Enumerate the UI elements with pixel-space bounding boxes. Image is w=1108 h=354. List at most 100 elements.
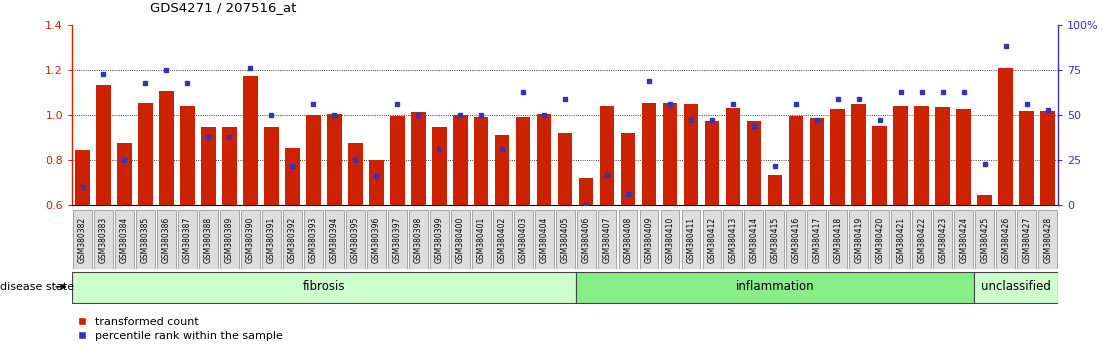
Bar bbox=[1019, 110, 1034, 205]
Text: GSM380419: GSM380419 bbox=[854, 217, 863, 263]
FancyBboxPatch shape bbox=[304, 210, 322, 269]
FancyBboxPatch shape bbox=[575, 272, 974, 303]
FancyBboxPatch shape bbox=[430, 210, 449, 269]
FancyBboxPatch shape bbox=[808, 210, 827, 269]
FancyBboxPatch shape bbox=[954, 210, 973, 269]
Bar bbox=[726, 108, 740, 205]
Text: GSM380417: GSM380417 bbox=[812, 217, 821, 263]
Bar bbox=[243, 75, 258, 205]
Bar bbox=[536, 114, 552, 205]
Text: GSM380409: GSM380409 bbox=[645, 217, 654, 263]
Text: GSM380421: GSM380421 bbox=[896, 217, 905, 263]
Text: GSM380399: GSM380399 bbox=[434, 217, 443, 263]
Text: GSM380416: GSM380416 bbox=[791, 217, 800, 263]
FancyBboxPatch shape bbox=[597, 210, 616, 269]
Text: GSM380383: GSM380383 bbox=[99, 217, 107, 263]
Text: GSM380389: GSM380389 bbox=[225, 217, 234, 263]
Text: GSM380400: GSM380400 bbox=[455, 217, 464, 263]
FancyBboxPatch shape bbox=[555, 210, 575, 269]
Bar bbox=[264, 127, 279, 205]
FancyBboxPatch shape bbox=[493, 210, 512, 269]
Text: GSM380382: GSM380382 bbox=[78, 217, 88, 263]
Text: GSM380415: GSM380415 bbox=[770, 217, 779, 263]
Text: GSM380412: GSM380412 bbox=[707, 217, 717, 263]
Text: GSM380426: GSM380426 bbox=[1002, 217, 1010, 263]
Bar bbox=[768, 175, 782, 205]
FancyBboxPatch shape bbox=[514, 210, 533, 269]
FancyBboxPatch shape bbox=[912, 210, 931, 269]
Bar bbox=[642, 103, 656, 205]
Bar bbox=[285, 148, 299, 205]
FancyBboxPatch shape bbox=[240, 210, 259, 269]
FancyBboxPatch shape bbox=[745, 210, 763, 269]
Text: GSM380402: GSM380402 bbox=[497, 217, 506, 263]
Bar bbox=[201, 127, 216, 205]
Bar bbox=[160, 91, 174, 205]
FancyBboxPatch shape bbox=[871, 210, 890, 269]
Bar bbox=[663, 103, 677, 205]
FancyBboxPatch shape bbox=[199, 210, 218, 269]
Text: GSM380408: GSM380408 bbox=[624, 217, 633, 263]
Bar bbox=[956, 109, 971, 205]
Bar bbox=[810, 119, 824, 205]
Bar bbox=[432, 127, 447, 205]
FancyBboxPatch shape bbox=[367, 210, 386, 269]
Bar bbox=[914, 106, 930, 205]
Text: fibrosis: fibrosis bbox=[302, 280, 345, 293]
Legend: transformed count, percentile rank within the sample: transformed count, percentile rank withi… bbox=[78, 317, 284, 341]
Text: GSM380384: GSM380384 bbox=[120, 217, 129, 263]
Bar bbox=[369, 160, 383, 205]
Text: unclassified: unclassified bbox=[982, 280, 1051, 293]
FancyBboxPatch shape bbox=[996, 210, 1015, 269]
Text: GDS4271 / 207516_at: GDS4271 / 207516_at bbox=[150, 1, 296, 14]
FancyBboxPatch shape bbox=[1017, 210, 1036, 269]
Bar bbox=[789, 115, 803, 205]
FancyBboxPatch shape bbox=[850, 210, 869, 269]
FancyBboxPatch shape bbox=[891, 210, 910, 269]
Text: GSM380422: GSM380422 bbox=[917, 217, 926, 263]
Bar bbox=[872, 126, 888, 205]
Bar bbox=[684, 104, 698, 205]
Text: GSM380395: GSM380395 bbox=[351, 217, 360, 263]
Bar bbox=[893, 106, 909, 205]
Text: GSM380390: GSM380390 bbox=[246, 217, 255, 263]
FancyBboxPatch shape bbox=[94, 210, 113, 269]
FancyBboxPatch shape bbox=[576, 210, 595, 269]
Text: GSM380386: GSM380386 bbox=[162, 217, 171, 263]
FancyBboxPatch shape bbox=[829, 210, 848, 269]
Text: GSM380427: GSM380427 bbox=[1023, 217, 1032, 263]
Text: GSM380387: GSM380387 bbox=[183, 217, 192, 263]
Bar bbox=[75, 150, 90, 205]
FancyBboxPatch shape bbox=[136, 210, 155, 269]
Bar bbox=[747, 121, 761, 205]
Text: GSM380423: GSM380423 bbox=[938, 217, 947, 263]
Text: GSM380406: GSM380406 bbox=[582, 217, 591, 263]
Text: GSM380405: GSM380405 bbox=[561, 217, 570, 263]
FancyBboxPatch shape bbox=[73, 210, 92, 269]
FancyBboxPatch shape bbox=[115, 210, 134, 269]
FancyBboxPatch shape bbox=[702, 210, 721, 269]
FancyBboxPatch shape bbox=[724, 210, 742, 269]
Bar bbox=[557, 133, 573, 205]
Bar bbox=[620, 133, 635, 205]
FancyBboxPatch shape bbox=[283, 210, 301, 269]
Text: GSM380385: GSM380385 bbox=[141, 217, 150, 263]
FancyBboxPatch shape bbox=[388, 210, 407, 269]
Text: GSM380424: GSM380424 bbox=[960, 217, 968, 263]
FancyBboxPatch shape bbox=[261, 210, 280, 269]
Bar bbox=[222, 127, 237, 205]
FancyBboxPatch shape bbox=[72, 272, 575, 303]
Bar bbox=[181, 106, 195, 205]
FancyBboxPatch shape bbox=[346, 210, 365, 269]
Text: GSM380425: GSM380425 bbox=[981, 217, 989, 263]
Text: GSM380403: GSM380403 bbox=[519, 217, 527, 263]
FancyBboxPatch shape bbox=[974, 272, 1058, 303]
Text: GSM380398: GSM380398 bbox=[413, 217, 423, 263]
Text: GSM380401: GSM380401 bbox=[476, 217, 485, 263]
FancyBboxPatch shape bbox=[766, 210, 784, 269]
Text: GSM380414: GSM380414 bbox=[749, 217, 758, 263]
FancyBboxPatch shape bbox=[681, 210, 700, 269]
Bar bbox=[96, 85, 111, 205]
Text: GSM380410: GSM380410 bbox=[666, 217, 675, 263]
Bar bbox=[327, 114, 341, 205]
